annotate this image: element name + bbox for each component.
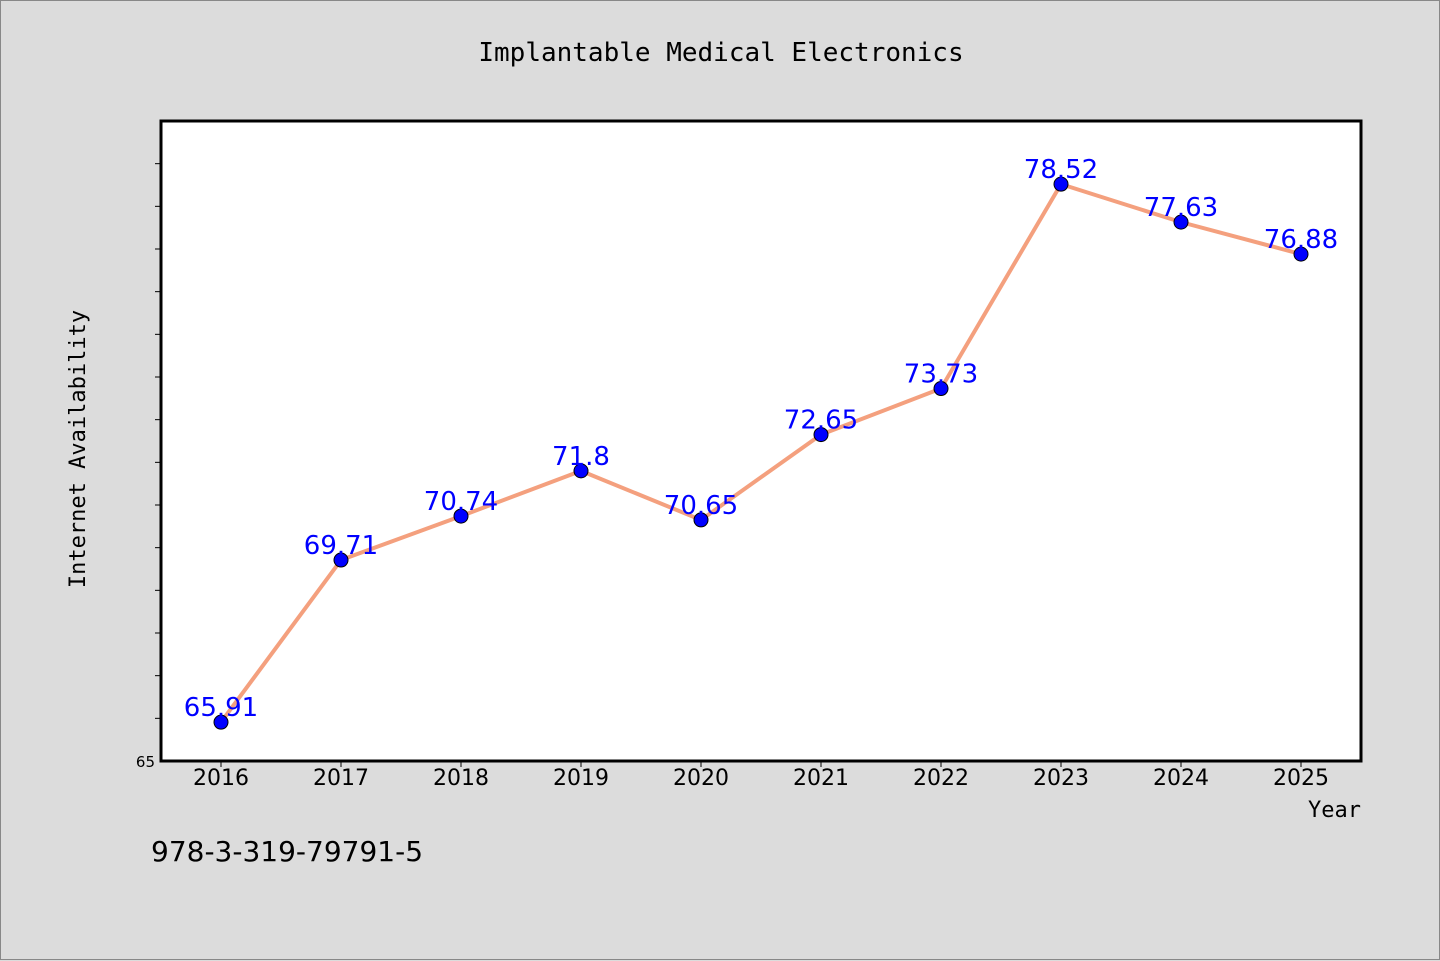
data-label: 77.63 bbox=[1144, 193, 1218, 223]
y-axis-ticks: 65 bbox=[136, 163, 161, 771]
data-label: 71.8 bbox=[552, 442, 610, 472]
x-tick-label: 2016 bbox=[193, 766, 249, 791]
data-label: 78.52 bbox=[1024, 155, 1098, 185]
data-point bbox=[1053, 176, 1069, 192]
x-tick-label: 2024 bbox=[1153, 766, 1209, 791]
x-tick-label: 2019 bbox=[553, 766, 609, 791]
footnote-isbn: 978-3-319-79791-5 bbox=[151, 835, 424, 868]
data-point bbox=[573, 463, 589, 479]
plot-area bbox=[159, 119, 1363, 763]
x-tick-label: 2020 bbox=[673, 766, 729, 791]
data-point bbox=[933, 381, 949, 397]
x-axis-ticks: 2016 2017 2018 2019 2020 2021 2022 2023 2024 2025 bbox=[193, 761, 1329, 791]
chart-title: Implantable Medical Electronics bbox=[478, 38, 963, 68]
data-label: 72.65 bbox=[784, 406, 858, 436]
data-point bbox=[213, 714, 229, 730]
x-tick-label: 2023 bbox=[1033, 766, 1089, 791]
x-tick-label: 2018 bbox=[433, 766, 489, 791]
x-tick-label: 2022 bbox=[913, 766, 969, 791]
data-point bbox=[1293, 246, 1309, 262]
data-markers bbox=[213, 176, 1309, 730]
x-axis-title: Year bbox=[1308, 798, 1361, 823]
data-point bbox=[453, 508, 469, 524]
data-label: 65.91 bbox=[184, 693, 258, 723]
data-point bbox=[1173, 214, 1189, 230]
data-label: 76.88 bbox=[1264, 225, 1338, 255]
x-tick-label: 2025 bbox=[1273, 766, 1329, 791]
data-label: 70.65 bbox=[664, 491, 738, 521]
series-line bbox=[219, 182, 1302, 724]
y-tick-label: 65 bbox=[136, 753, 155, 771]
x-tick-label: 2017 bbox=[313, 766, 369, 791]
y-axis-title: Internet Availability bbox=[66, 310, 91, 588]
data-label: 70.74 bbox=[424, 487, 498, 517]
data-label: 69.71 bbox=[304, 531, 378, 561]
data-label: 73.73 bbox=[904, 360, 978, 390]
data-point bbox=[693, 512, 709, 528]
x-tick-label: 2021 bbox=[793, 766, 849, 791]
data-point bbox=[813, 427, 829, 443]
data-point bbox=[333, 552, 349, 568]
data-labels: 65.91 69.71 70.74 71.8 70.65 72.65 73.73 78.52 7… bbox=[184, 155, 1338, 723]
